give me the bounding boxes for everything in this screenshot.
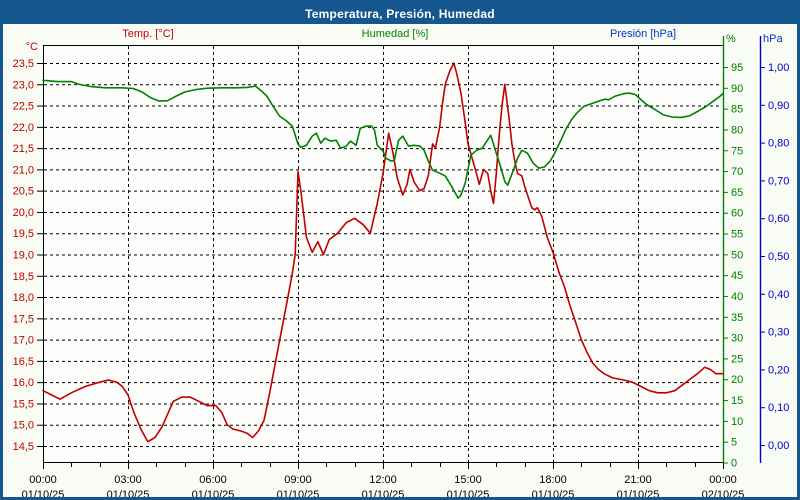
svg-text:23,5: 23,5 [13,58,34,70]
svg-text:0,70: 0,70 [768,175,789,187]
svg-text:17,5: 17,5 [13,313,34,325]
svg-text:25: 25 [731,353,743,365]
svg-text:85: 85 [731,104,743,116]
x-tick-date: 01/10/25 [617,489,660,500]
svg-text:21,0: 21,0 [13,164,34,176]
svg-text:15,0: 15,0 [13,420,34,432]
x-tick-date: 01/10/25 [532,489,575,500]
svg-text:15,5: 15,5 [13,398,34,410]
pressure-axis-unit: hPa [763,33,783,45]
svg-text:5: 5 [731,437,737,449]
svg-text:30: 30 [731,333,743,345]
svg-text:0,90: 0,90 [768,100,789,112]
humidity-axis-unit: % [726,33,736,45]
svg-text:22,5: 22,5 [13,101,34,113]
x-tick-time: 12:00 [369,474,397,486]
x-tick-date: 01/10/25 [277,489,320,500]
svg-text:0: 0 [731,458,737,470]
svg-text:0,10: 0,10 [768,402,789,414]
svg-text:50: 50 [731,249,743,261]
x-tick-date: 01/10/25 [447,489,490,500]
svg-text:95: 95 [731,62,743,74]
svg-text:23,0: 23,0 [13,79,34,91]
svg-text:16,0: 16,0 [13,377,34,389]
legend-humidity: Humedad [%] [361,28,429,40]
svg-text:80: 80 [731,124,743,136]
x-tick-date: 02/10/25 [702,489,745,500]
svg-text:45: 45 [731,270,743,282]
svg-text:0,40: 0,40 [768,289,789,301]
chart-canvas: 23,5 23,0 22,5 22,0 21,5 21,0 20,5 20,0 19,5 19,0… [13,36,789,500]
temp-axis: 23,5 23,0 22,5 22,0 21,5 21,0 20,5 20,0 19,5 19,0… [13,58,43,453]
x-tick-time: 03:00 [114,474,142,486]
svg-text:35: 35 [731,312,743,324]
svg-text:15: 15 [731,395,743,407]
x-tick-date: 01/10/25 [362,489,405,500]
svg-text:19,0: 19,0 [13,250,34,262]
x-tick-time: 18:00 [539,474,567,486]
svg-text:22,0: 22,0 [13,122,34,134]
svg-text:20,0: 20,0 [13,207,34,219]
svg-text:90: 90 [731,83,743,95]
svg-text:20: 20 [731,374,743,386]
svg-text:1,00: 1,00 [768,62,789,74]
legend-pressure: Presión [hPa] [609,28,677,40]
svg-text:10: 10 [731,416,743,428]
window-title: Temperatura, Presión, Humedad [305,6,495,21]
plot-frame [43,45,723,463]
svg-text:60: 60 [731,208,743,220]
svg-text:19,5: 19,5 [13,228,34,240]
svg-text:18,5: 18,5 [13,271,34,283]
x-tick-date: 01/10/25 [22,489,65,500]
x-tick-time: 21:00 [624,474,652,486]
humidity-line [42,79,724,199]
temp-axis-unit: °C [25,41,38,53]
svg-text:0,20: 0,20 [768,364,789,376]
svg-text:55: 55 [731,229,743,241]
svg-text:70: 70 [731,166,743,178]
svg-text:14,5: 14,5 [13,441,34,453]
legend-temperature: Temp. [°C] [122,28,174,40]
svg-text:40: 40 [731,291,743,303]
svg-text:0,80: 0,80 [768,138,789,150]
svg-text:21,5: 21,5 [13,143,34,155]
svg-text:18,0: 18,0 [13,292,34,304]
x-tick-time: 06:00 [199,474,227,486]
x-tick-time: 00:00 [29,474,57,486]
x-tick-time: 00:00 [709,474,737,486]
x-tick-time: 09:00 [284,474,312,486]
pressure-axis: 1,00 0,90 0,80 0,70 0,60 0,50 0,40 0,30 0,20 0,10… [759,36,789,463]
temp-line [42,62,724,443]
svg-text:0,60: 0,60 [768,213,789,225]
svg-text:20,5: 20,5 [13,186,34,198]
svg-text:0,00: 0,00 [768,440,789,452]
svg-text:16,5: 16,5 [13,356,34,368]
svg-text:17,0: 17,0 [13,335,34,347]
x-tick-date: 01/10/25 [192,489,235,500]
x-axis: 00:00 01/10/25 03:00 01/10/25 06:00 01/10/25 0… [22,463,745,500]
x-tick-time: 15:00 [454,474,482,486]
svg-text:65: 65 [731,187,743,199]
svg-text:75: 75 [731,145,743,157]
x-tick-date: 01/10/25 [107,489,150,500]
svg-text:0,50: 0,50 [768,251,789,263]
window-title-bar: Temperatura, Presión, Humedad [3,3,797,24]
svg-text:0,30: 0,30 [768,327,789,339]
